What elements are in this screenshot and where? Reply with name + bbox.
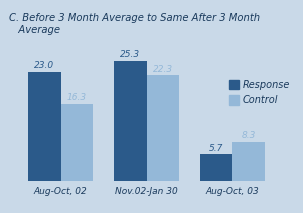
Bar (200, 154, 232, 181)
Text: 5.7: 5.7 (209, 144, 223, 153)
Bar (61, 104, 93, 181)
Text: 8.3: 8.3 (241, 131, 256, 140)
Bar (28, 72, 61, 181)
Text: 25.3: 25.3 (120, 50, 140, 59)
Text: 22.3: 22.3 (153, 65, 173, 73)
Bar (114, 61, 147, 181)
Bar (232, 142, 265, 181)
Text: 16.3: 16.3 (67, 93, 87, 102)
Bar (147, 75, 179, 181)
Legend: Response, Control: Response, Control (227, 78, 292, 107)
Text: C. Before 3 Month Average to Same After 3 Month
   Average: C. Before 3 Month Average to Same After … (9, 13, 260, 35)
Text: 23.0: 23.0 (34, 61, 54, 70)
